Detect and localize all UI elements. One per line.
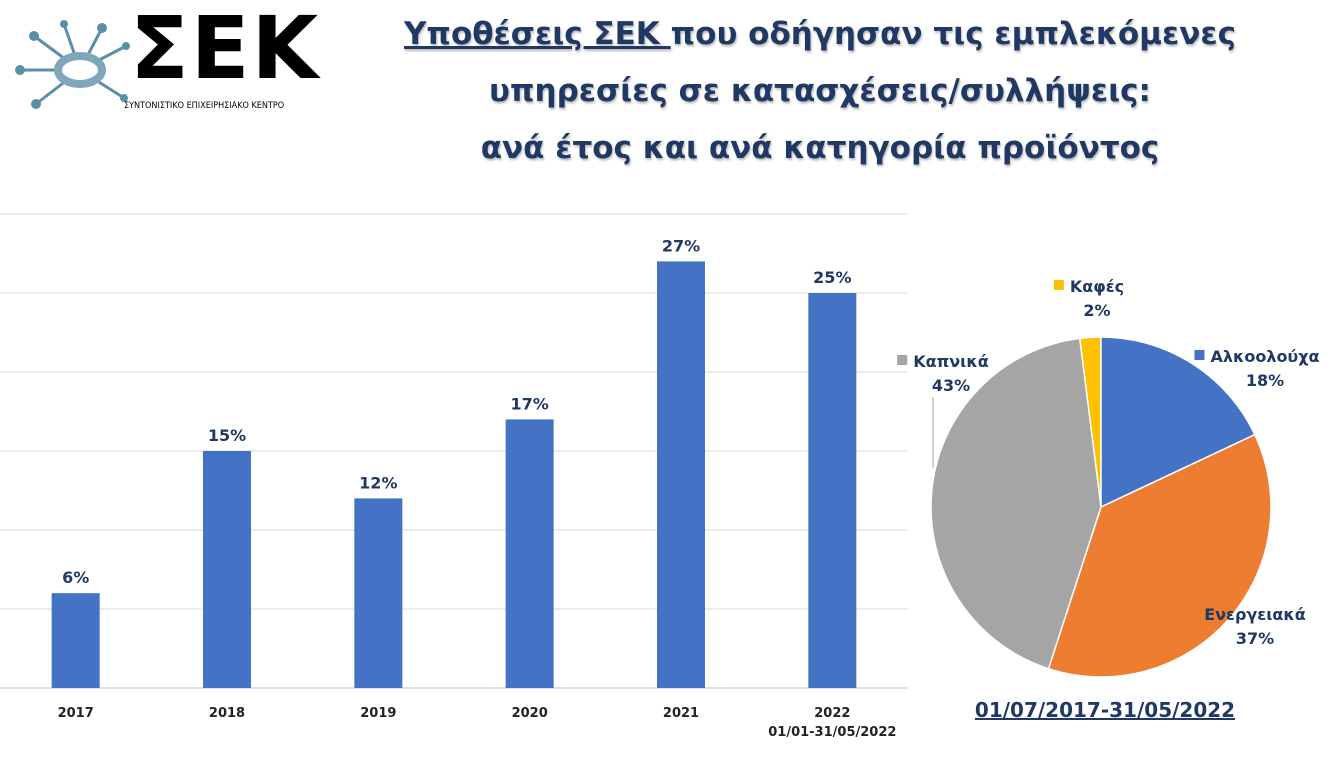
- bar-2021: [657, 261, 705, 688]
- bar-2017: [51, 593, 100, 688]
- bar-value-label: 25%: [813, 268, 851, 287]
- bar-value-label: 12%: [359, 473, 397, 492]
- pie-label-2: Καπνικά 43%: [897, 352, 989, 395]
- pie-slice-2: [930, 337, 1102, 670]
- logo: ΣΕΚ ΣΥΝΤΟΝΙΣΤΙΚΟ ΕΠΙΧΕΙΡΗΣΙΑΚΟ ΚΕΝΤΡΟ: [14, 6, 318, 114]
- x-tick-label: 2018: [209, 706, 245, 721]
- x-tick-label: 2019: [360, 706, 396, 721]
- pie-label-0: Αλκοολούχα 18%: [1194, 347, 1320, 390]
- x-tick-sublabel: 01/01-31/05/2022: [768, 725, 896, 740]
- bar-value-label: 17%: [511, 394, 549, 413]
- pie-slice-1: [1047, 433, 1272, 678]
- title-line-3: ανά έτος και ανά κατηγορία προϊόντος: [480, 130, 1160, 166]
- bar-value-label: 15%: [208, 426, 246, 445]
- bar-2020: [505, 419, 554, 688]
- bar-chart: 6% 2017 15% 2018 12% 2019 17% 2020 27% 2021 25% 202…: [0, 213, 908, 740]
- x-tick-label: 2020: [512, 706, 548, 721]
- pie-category-label: Καπνικά: [913, 352, 989, 371]
- pie-slice-0: [1100, 336, 1256, 509]
- pie-value-label: 37%: [1236, 629, 1274, 648]
- logo-letters: ΣΕΚ: [130, 0, 321, 99]
- logo-network-icon: [15, 20, 130, 109]
- pie-category-label: Καφές: [1070, 277, 1124, 296]
- bar-2019: [354, 498, 403, 688]
- legend-swatch: [897, 355, 908, 365]
- title-line-1: Υποθέσεις ΣΕΚ που οδήγησαν τις εμπλεκόμε…: [340, 6, 1300, 63]
- pie-period-label: 01/07/2017-31/05/2022: [974, 698, 1236, 722]
- page-title: Υποθέσεις ΣΕΚ που οδήγησαν τις εμπλεκόμε…: [340, 6, 1300, 177]
- pie-category-label: Ενεργειακά: [1204, 605, 1306, 624]
- legend-swatch: [1194, 350, 1205, 360]
- pie-label-1: Ενεργειακά 37%: [1204, 605, 1306, 648]
- x-tick-label: 2021: [663, 706, 699, 721]
- pie-category-label: Αλκοολούχα: [1210, 347, 1319, 366]
- title-line-1-rest: που οδήγησαν τις εμπλεκόμενες: [670, 16, 1236, 52]
- pie-value-label: 43%: [932, 376, 970, 395]
- x-tick-label: 2022: [814, 706, 850, 721]
- logo-subtitle: ΣΥΝΤΟΝΙΣΤΙΚΟ ΕΠΙΧΕΙΡΗΣΙΑΚΟ ΚΕΝΤΡΟ: [124, 101, 285, 111]
- pie-value-label: 18%: [1246, 371, 1284, 390]
- pie-label-3: Καφές 2%: [1053, 277, 1124, 320]
- x-tick-label: 2017: [58, 706, 94, 721]
- legend-swatch: [1053, 280, 1064, 290]
- bar-value-label: 27%: [662, 236, 700, 255]
- pie-value-label: 2%: [1083, 301, 1110, 320]
- bar-value-label: 6%: [62, 568, 89, 587]
- bar-2018: [203, 451, 251, 688]
- bar-2022: [808, 293, 857, 688]
- pie-chart: Αλκοολούχα 18% Ενεργειακά 37% Καπνικά 43% Καφέ…: [897, 277, 1320, 678]
- title-line-2: υπηρεσίες σε κατασχέσεις/συλλήψεις:: [489, 73, 1151, 109]
- title-underlined-part: Υποθέσεις ΣΕΚ: [403, 16, 671, 52]
